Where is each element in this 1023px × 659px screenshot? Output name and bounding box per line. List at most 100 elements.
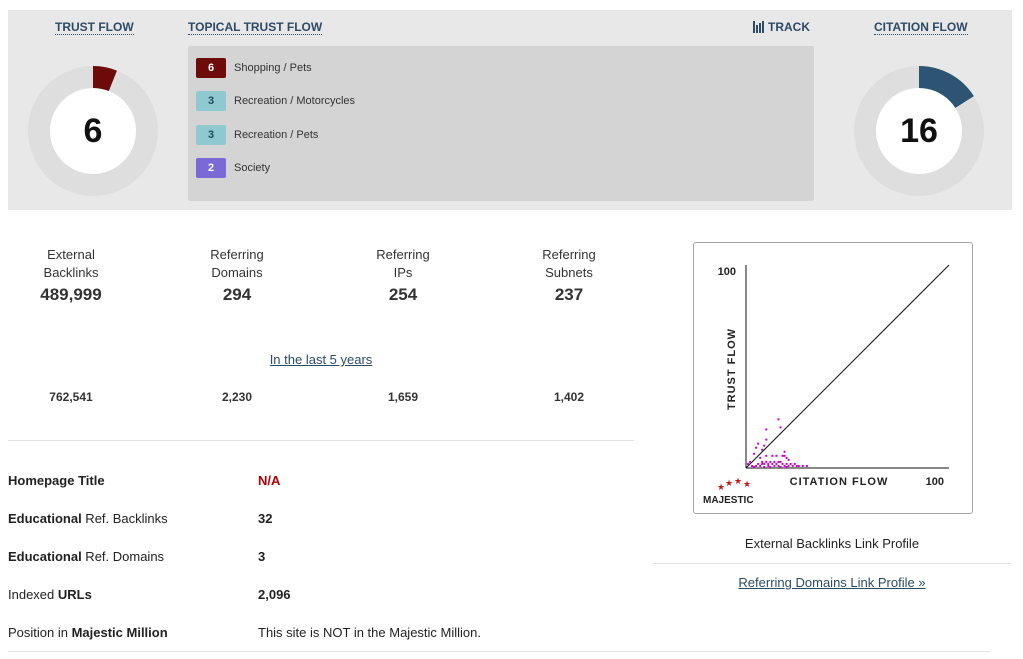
trust-flow-gauge: 6 <box>28 66 158 196</box>
stat-label: Referring <box>542 247 596 262</box>
majestic-million-value: This site is NOT in the Majestic Million… <box>258 625 481 640</box>
scatter-point <box>795 464 798 467</box>
scatter-point <box>759 456 762 459</box>
stat-referring-ips: Referring IPs 254 <box>340 246 466 305</box>
educational-domains-label: Educational Ref. Domains <box>8 549 165 564</box>
topic-label[interactable]: Society <box>234 162 271 174</box>
scatter-point <box>787 458 790 461</box>
historic-referring-domains: 2,230 <box>221 390 253 404</box>
scatter-point <box>775 462 778 465</box>
scatter-point <box>761 460 764 463</box>
indexed-urls-label: Indexed URLs <box>8 587 92 602</box>
scatter-point <box>785 462 788 465</box>
scatter-point <box>785 456 788 459</box>
scatter-point <box>785 465 788 468</box>
y-axis-max-label: 100 <box>718 266 736 278</box>
majestic-million-label: Position in Majestic Million <box>8 625 168 640</box>
indexed-urls-value: 2,096 <box>258 587 291 602</box>
scatter-point <box>751 464 754 467</box>
scatter-point <box>761 448 764 451</box>
x-axis-max-label: 100 <box>926 476 944 488</box>
stat-label: External <box>47 247 95 262</box>
scatter-point <box>755 446 758 449</box>
scatter-point <box>765 460 768 463</box>
x-axis-label: CITATION FLOW <box>790 476 889 488</box>
scatter-point <box>781 454 784 457</box>
stat-referring-domains: Referring Domains 294 <box>174 246 300 305</box>
stat-label: Subnets <box>545 265 593 280</box>
majestic-logo-text: MAJESTIC <box>703 495 754 506</box>
scatter-point <box>777 460 780 463</box>
trust-flow-link[interactable]: TRUST FLOW <box>55 20 134 35</box>
topic-row[interactable]: 6 Shopping / Pets <box>196 58 312 78</box>
topical-trust-flow-link[interactable]: TOPICAL TRUST FLOW <box>188 20 323 35</box>
scatter-point <box>749 460 752 463</box>
track-label: TRACK <box>768 20 810 34</box>
scatter-point <box>763 462 766 465</box>
stat-value: 489,999 <box>40 285 102 304</box>
scatter-point <box>769 465 772 468</box>
history-link-container: In the last 5 years <box>8 351 634 369</box>
referring-domains-link-profile-link[interactable]: Referring Domains Link Profile » <box>738 575 926 590</box>
logo-star: ★ <box>725 479 733 489</box>
trust-flow-value: 6 <box>83 111 103 150</box>
scatter-point <box>753 452 756 455</box>
scatter-point <box>777 464 780 467</box>
scatter-point <box>757 462 760 465</box>
scatter-point <box>777 418 780 421</box>
logo-star: ★ <box>717 483 725 493</box>
scatter-point <box>801 464 804 467</box>
scatter-point <box>759 464 762 467</box>
topic-label[interactable]: Shopping / Pets <box>234 62 312 74</box>
bar-chart-icon <box>753 21 764 33</box>
scatter-point <box>781 462 784 465</box>
topic-score-badge: 2 <box>196 158 226 178</box>
scatter-point <box>779 426 782 429</box>
scatter-point <box>765 438 768 441</box>
divider <box>653 563 1011 564</box>
educational-domains-value: 3 <box>258 549 266 564</box>
logo-star: ★ <box>743 480 751 490</box>
stat-label: Backlinks <box>43 265 99 280</box>
topic-score-badge: 6 <box>196 58 226 78</box>
scatter-point <box>783 454 786 457</box>
scatter-point <box>805 464 808 467</box>
scatter-point <box>763 444 766 447</box>
scatter-point <box>757 442 760 445</box>
scatter-point <box>767 462 770 465</box>
y-axis-label: TRUST FLOW <box>726 328 738 410</box>
link-profile-chart[interactable]: 100 100 CITATION FLOW TRUST FLOW ★ ★ ★ ★… <box>693 242 973 514</box>
divider <box>8 651 990 652</box>
track-button[interactable]: TRACK <box>753 20 810 34</box>
scatter-point <box>789 462 792 465</box>
topic-row[interactable]: 3 Recreation / Pets <box>196 125 318 145</box>
historic-referring-ips: 1,659 <box>387 390 419 404</box>
scatter-point <box>773 464 776 467</box>
scatter-point <box>797 464 800 467</box>
trust-flow-arc <box>92 66 117 94</box>
scatter-point <box>769 460 772 463</box>
referring-domains-link-container: Referring Domains Link Profile » <box>653 575 1011 590</box>
educational-backlinks-label: Educational Ref. Backlinks <box>8 511 168 526</box>
citation-flow-link[interactable]: CITATION FLOW <box>874 20 968 35</box>
homepage-title-label: Homepage Title <box>8 473 105 488</box>
scatter-point <box>771 462 774 465</box>
history-period-link[interactable]: In the last 5 years <box>269 352 373 367</box>
chart-caption: External Backlinks Link Profile <box>744 536 920 551</box>
topic-score-badge: 3 <box>196 125 226 145</box>
historic-referring-subnets: 1,402 <box>553 390 585 404</box>
topic-label[interactable]: Recreation / Pets <box>234 129 319 141</box>
diagonal-reference-line <box>745 264 950 469</box>
topic-row[interactable]: 2 Society <box>196 158 270 178</box>
educational-backlinks-value: 32 <box>258 511 273 526</box>
scatter-point <box>747 462 750 465</box>
scatter-point <box>779 460 782 463</box>
stat-value: 254 <box>388 285 418 304</box>
topic-row[interactable]: 3 Recreation / Motorcycles <box>196 91 355 111</box>
topical-trust-flow-box: 6 Shopping / Pets 3 Recreation / Motorcy… <box>188 46 814 201</box>
homepage-title-value: N/A <box>258 473 281 488</box>
topic-label[interactable]: Recreation / Motorcycles <box>234 95 356 107</box>
stat-value: 237 <box>554 285 584 304</box>
scatter-point <box>791 464 794 467</box>
scatter-point <box>783 464 786 467</box>
